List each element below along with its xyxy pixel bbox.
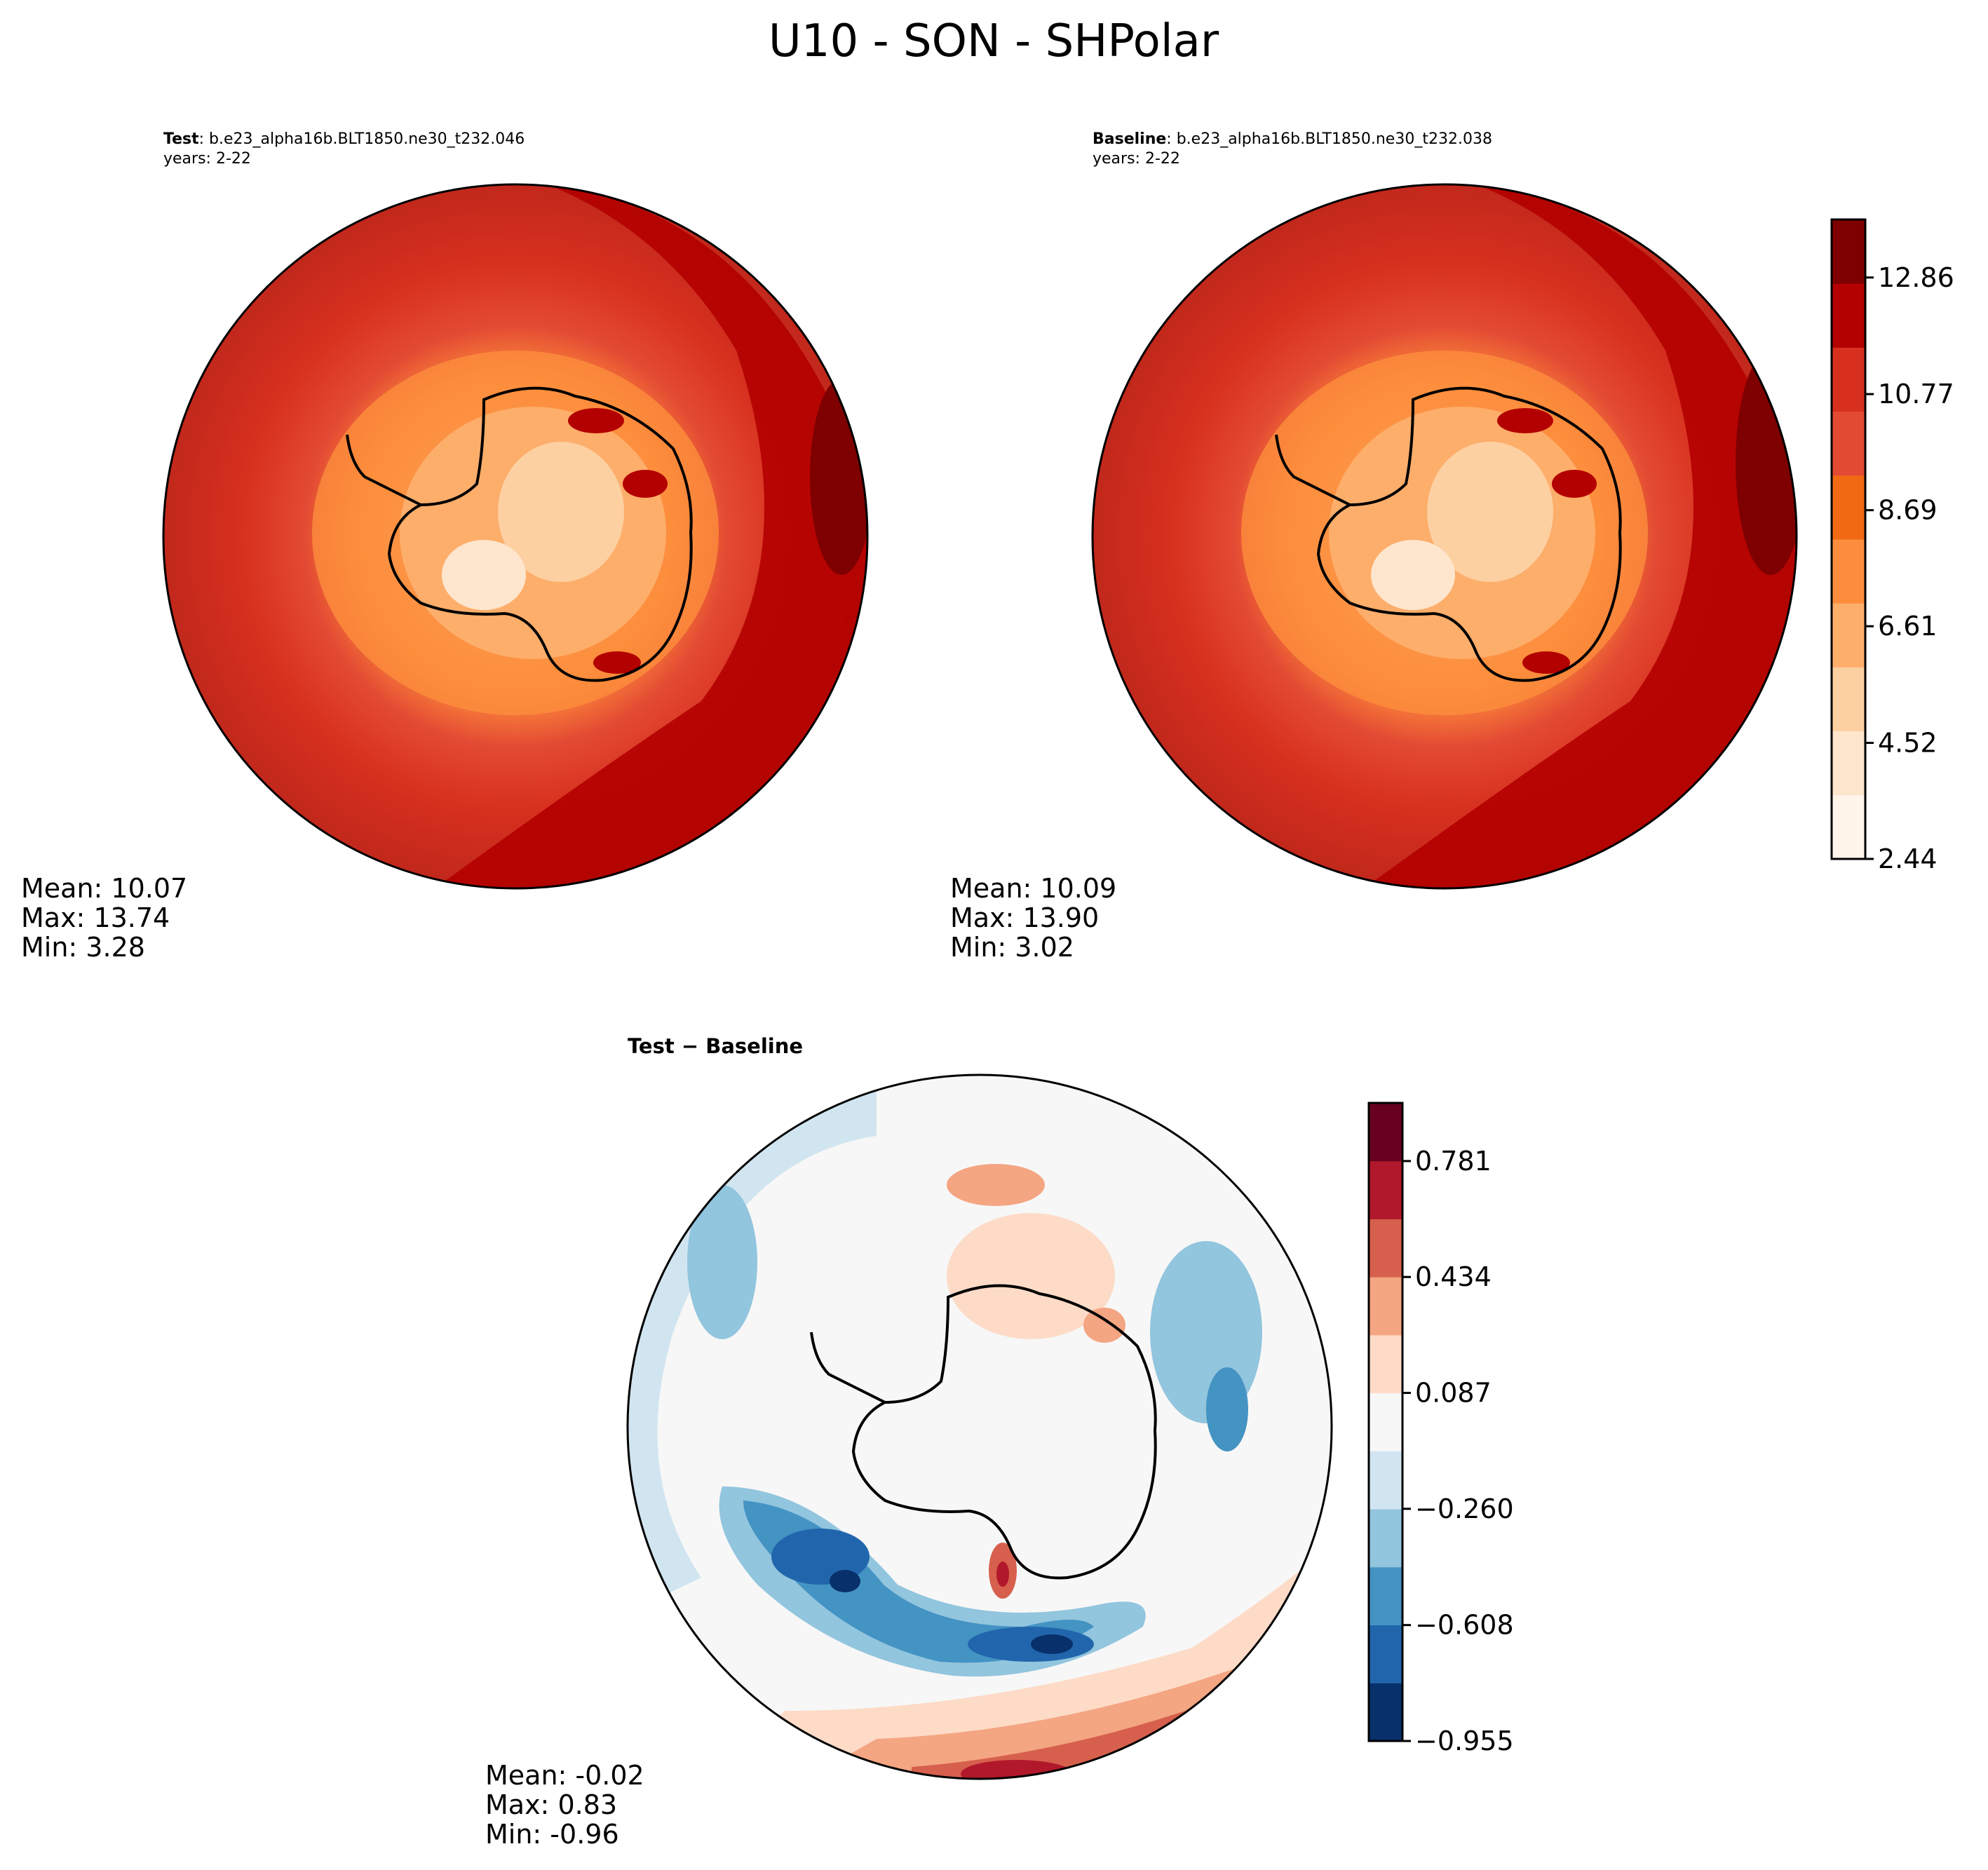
colorbar-absolute-segment <box>1832 603 1865 668</box>
map-baseline-plateau-b <box>1371 540 1455 610</box>
colorbar-absolute-segment <box>1832 411 1865 476</box>
colorbar-absolute-segment <box>1832 283 1865 348</box>
map-test-coastline <box>387 386 693 682</box>
panel-diff-max: Max: 0.83 <box>485 1789 617 1820</box>
map-diff-positive-antarctica <box>947 1213 1115 1339</box>
map-baseline-katabatic-b <box>1552 470 1597 498</box>
map-baseline-coastline <box>1316 386 1622 682</box>
panel-diff-title: Test − Baseline <box>628 1034 803 1058</box>
colorbar-difference-segment <box>1369 1566 1402 1626</box>
panel-diff-mean: Mean: -0.02 <box>485 1760 644 1791</box>
map-baseline-peninsula <box>1275 434 1351 506</box>
colorbar-absolute-segment <box>1832 475 1865 540</box>
map-baseline-katabatic-a <box>1497 408 1553 433</box>
map-test-max-region <box>810 379 867 575</box>
panel-test-title: Test: b.e23_alpha16b.BLT1850.ne30_t232.0… <box>163 130 525 148</box>
colorbar-difference-segment <box>1369 1219 1402 1278</box>
panel-test-max: Max: 13.74 <box>21 902 170 933</box>
panel-diff: Test − Baseline Mean: -0.02 <box>485 1034 1333 1850</box>
map-diff-coastline <box>851 1284 1157 1580</box>
map-diff-negative-min-b <box>830 1570 860 1592</box>
colorbar-difference-tick-label: 0.781 <box>1415 1146 1492 1177</box>
colorbar-absolute-segment <box>1832 667 1865 732</box>
panel-test-subtitle: years: 2-22 <box>163 150 251 168</box>
map-test-border <box>162 183 869 890</box>
colorbar-difference-tick-label: 0.087 <box>1415 1378 1492 1409</box>
colorbar-absolute-tick-label: 10.77 <box>1878 379 1954 409</box>
map-test-plateau-a <box>498 442 624 582</box>
colorbar-difference-segment <box>1369 1393 1402 1451</box>
map-baseline-katabatic-c <box>1522 651 1570 674</box>
colorbar-difference-border <box>1367 1102 1404 1742</box>
panel-test-min: Min: 3.28 <box>21 932 145 963</box>
map-diff-negative-min <box>1031 1634 1073 1654</box>
colorbar-difference: −0.955 −0.608 −0.260 0.087 0.434 0.781 <box>1367 1102 1514 1756</box>
panel-baseline-min: Min: 3.02 <box>950 932 1074 963</box>
colorbar-absolute-segment <box>1832 219 1865 284</box>
colorbar-absolute-segment <box>1832 539 1865 604</box>
panel-baseline: Baseline: b.e23_alpha16b.BLT1850.ne30_t2… <box>950 130 1798 963</box>
map-diff-border <box>626 1073 1333 1780</box>
panel-test-mean: Mean: 10.07 <box>21 873 187 904</box>
colorbar-absolute-tick-label: 2.44 <box>1878 843 1938 874</box>
panel-diff-min: Min: -0.96 <box>485 1819 619 1850</box>
colorbar-difference-segment <box>1369 1625 1402 1683</box>
colorbar-difference-tick-label: −0.260 <box>1415 1493 1514 1524</box>
map-baseline-plateau-a <box>1427 442 1553 582</box>
colorbar-difference-segment <box>1369 1509 1402 1568</box>
panel-test-title-bold: Test <box>163 130 199 148</box>
map-diff-positive-north <box>947 1164 1045 1206</box>
map-baseline-border <box>1091 183 1798 890</box>
colorbar-absolute-tick-label: 4.52 <box>1878 727 1938 758</box>
colorbar-difference-segment <box>1369 1451 1402 1510</box>
map-diff-positive-max <box>961 1760 1073 1779</box>
map-test-katabatic-c <box>593 651 641 674</box>
figure-title: U10 - SON - SHPolar <box>769 15 1219 67</box>
colorbar-difference-segment <box>1369 1277 1402 1336</box>
map-baseline-max-region <box>1736 351 1797 575</box>
colorbar-absolute: 2.44 4.52 6.61 8.69 10.77 12.86 <box>1830 218 1954 874</box>
colorbar-difference-segment <box>1369 1160 1402 1219</box>
map-baseline-jet-band <box>1364 184 1797 888</box>
colorbar-absolute-segment <box>1832 731 1865 796</box>
colorbar-absolute-segment <box>1832 794 1865 860</box>
panel-baseline-subtitle: years: 2-22 <box>1093 150 1180 168</box>
map-diff-positive-pole-max <box>996 1561 1009 1587</box>
colorbar-difference-tick-label: −0.955 <box>1415 1726 1514 1756</box>
colorbar-absolute-segment <box>1832 347 1865 412</box>
colorbar-difference-segment <box>1369 1103 1402 1162</box>
map-diff-negative-east-core <box>1206 1367 1248 1451</box>
colorbar-absolute-tick-label: 12.86 <box>1878 262 1954 293</box>
map-test-jet-band <box>435 184 867 888</box>
panel-baseline-title-rest: : b.e23_alpha16b.BLT1850.ne30_t232.038 <box>1166 130 1492 148</box>
map-test-katabatic-b <box>623 470 668 498</box>
colorbar-absolute-tick-label: 8.69 <box>1878 495 1938 526</box>
panel-baseline-mean: Mean: 10.09 <box>950 873 1116 904</box>
map-test-katabatic-a <box>568 408 624 433</box>
map-diff-peninsula <box>810 1332 886 1404</box>
map-diff <box>628 1075 1332 1779</box>
map-diff-negative-west <box>687 1185 757 1339</box>
colorbar-absolute-tick-label: 6.61 <box>1878 611 1938 642</box>
map-diff-positive-coast <box>1083 1308 1125 1343</box>
map-baseline <box>1093 184 1797 888</box>
panel-test-title-rest: : b.e23_alpha16b.BLT1850.ne30_t232.046 <box>199 130 525 148</box>
panel-baseline-max: Max: 13.90 <box>950 902 1099 933</box>
panel-baseline-title: Baseline: b.e23_alpha16b.BLT1850.ne30_t2… <box>1093 130 1492 148</box>
map-test-plateau-b <box>442 540 526 610</box>
colorbar-difference-segment <box>1369 1683 1402 1742</box>
colorbar-difference-tick-label: 0.434 <box>1415 1261 1492 1292</box>
map-test <box>163 184 867 888</box>
panel-test: Test: b.e23_alpha16b.BLT1850.ne30_t232.0… <box>21 130 869 963</box>
colorbar-difference-tick-label: −0.608 <box>1415 1610 1514 1641</box>
panel-baseline-title-bold: Baseline <box>1093 130 1166 148</box>
map-test-peninsula <box>346 434 421 506</box>
colorbar-difference-segment <box>1369 1334 1402 1394</box>
colorbar-absolute-border <box>1830 218 1867 860</box>
